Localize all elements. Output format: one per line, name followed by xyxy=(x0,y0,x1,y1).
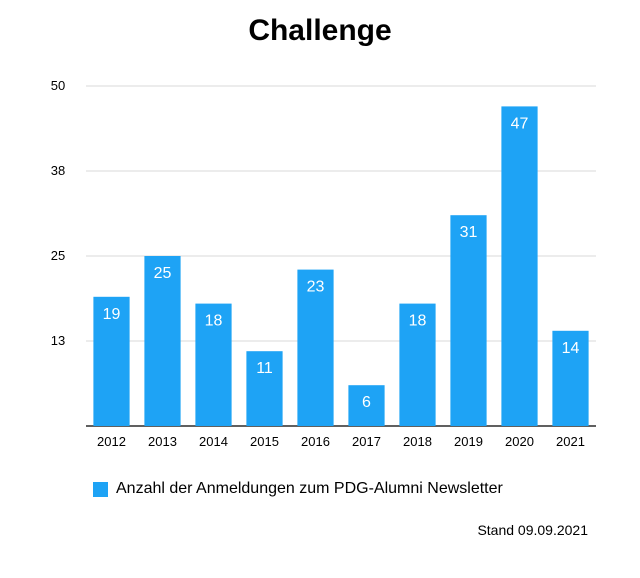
data-label: 31 xyxy=(460,224,478,241)
x-tick-label: 2018 xyxy=(403,434,432,449)
footnote: Stand 09.09.2021 xyxy=(477,522,588,538)
x-tick-label: 2015 xyxy=(250,434,279,449)
bar xyxy=(552,330,589,426)
y-tick-label: 25 xyxy=(51,248,65,263)
y-tick-label: 38 xyxy=(51,163,65,178)
chart-title: Challenge xyxy=(248,14,392,47)
x-tick-label: 2021 xyxy=(556,434,585,449)
data-label: 18 xyxy=(409,313,427,330)
x-tick-label: 2014 xyxy=(199,434,228,449)
y-tick-label: 13 xyxy=(51,333,65,348)
x-tick-label: 2019 xyxy=(454,434,483,449)
bar xyxy=(93,296,130,426)
bar xyxy=(297,269,334,426)
data-label: 47 xyxy=(511,115,529,132)
data-label: 23 xyxy=(307,279,325,296)
bar xyxy=(195,303,232,426)
bar xyxy=(399,303,436,426)
data-label: 19 xyxy=(103,306,121,323)
x-tick-label: 2012 xyxy=(97,434,126,449)
x-tick-label: 2020 xyxy=(505,434,534,449)
legend-label: Anzahl der Anmeldungen zum PDG-Alumni Ne… xyxy=(116,480,503,497)
x-tick-label: 2016 xyxy=(301,434,330,449)
legend-swatch xyxy=(93,481,108,497)
data-label: 11 xyxy=(256,360,273,377)
x-tick-label: 2013 xyxy=(148,434,177,449)
data-label: 14 xyxy=(562,340,580,357)
legend: Anzahl der Anmeldungen zum PDG-Alumni Ne… xyxy=(93,480,503,498)
bar xyxy=(450,215,487,426)
y-tick-label: 50 xyxy=(51,78,65,93)
bar xyxy=(246,351,283,426)
bar xyxy=(144,256,181,426)
data-label: 25 xyxy=(154,265,172,282)
data-label: 18 xyxy=(205,313,223,330)
data-label: 6 xyxy=(362,394,371,411)
bar xyxy=(501,106,538,427)
bar xyxy=(348,385,385,426)
x-tick-label: 2017 xyxy=(352,434,381,449)
bar-chart: 13 25 38 50 19 2012 25 2013 18 2014 11 2015 23 2016 6 2… xyxy=(51,78,596,449)
